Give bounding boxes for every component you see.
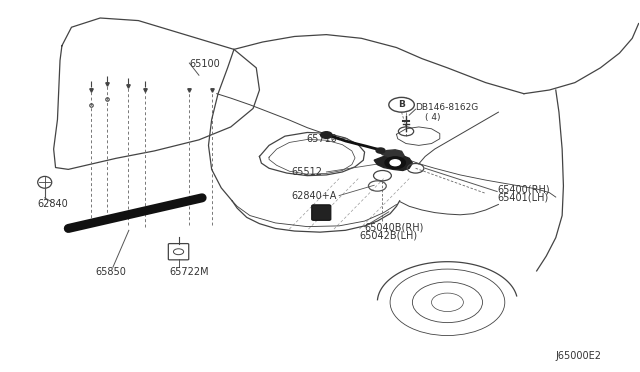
Text: 65512: 65512 bbox=[291, 167, 323, 177]
Text: 65401(LH): 65401(LH) bbox=[497, 193, 548, 203]
Text: 65042B(LH): 65042B(LH) bbox=[360, 231, 418, 241]
Text: B: B bbox=[398, 100, 405, 109]
Circle shape bbox=[389, 97, 414, 112]
Circle shape bbox=[390, 160, 400, 166]
Polygon shape bbox=[381, 150, 404, 158]
Circle shape bbox=[385, 157, 405, 169]
Text: 62840+A: 62840+A bbox=[291, 191, 337, 201]
Circle shape bbox=[376, 148, 385, 153]
FancyBboxPatch shape bbox=[312, 205, 331, 220]
Text: 65710: 65710 bbox=[306, 134, 337, 144]
Text: 65400(RH): 65400(RH) bbox=[497, 185, 550, 195]
Circle shape bbox=[321, 132, 332, 138]
Text: 65850: 65850 bbox=[96, 267, 127, 277]
Polygon shape bbox=[374, 155, 412, 170]
Text: ( 4): ( 4) bbox=[425, 113, 441, 122]
Text: 65040B(RH): 65040B(RH) bbox=[365, 222, 424, 232]
Text: 65722M: 65722M bbox=[169, 267, 209, 277]
Text: 62840: 62840 bbox=[38, 199, 68, 209]
Text: 65100: 65100 bbox=[189, 59, 220, 69]
Text: DB146-8162G: DB146-8162G bbox=[415, 103, 479, 112]
Text: J65000E2: J65000E2 bbox=[556, 351, 602, 361]
